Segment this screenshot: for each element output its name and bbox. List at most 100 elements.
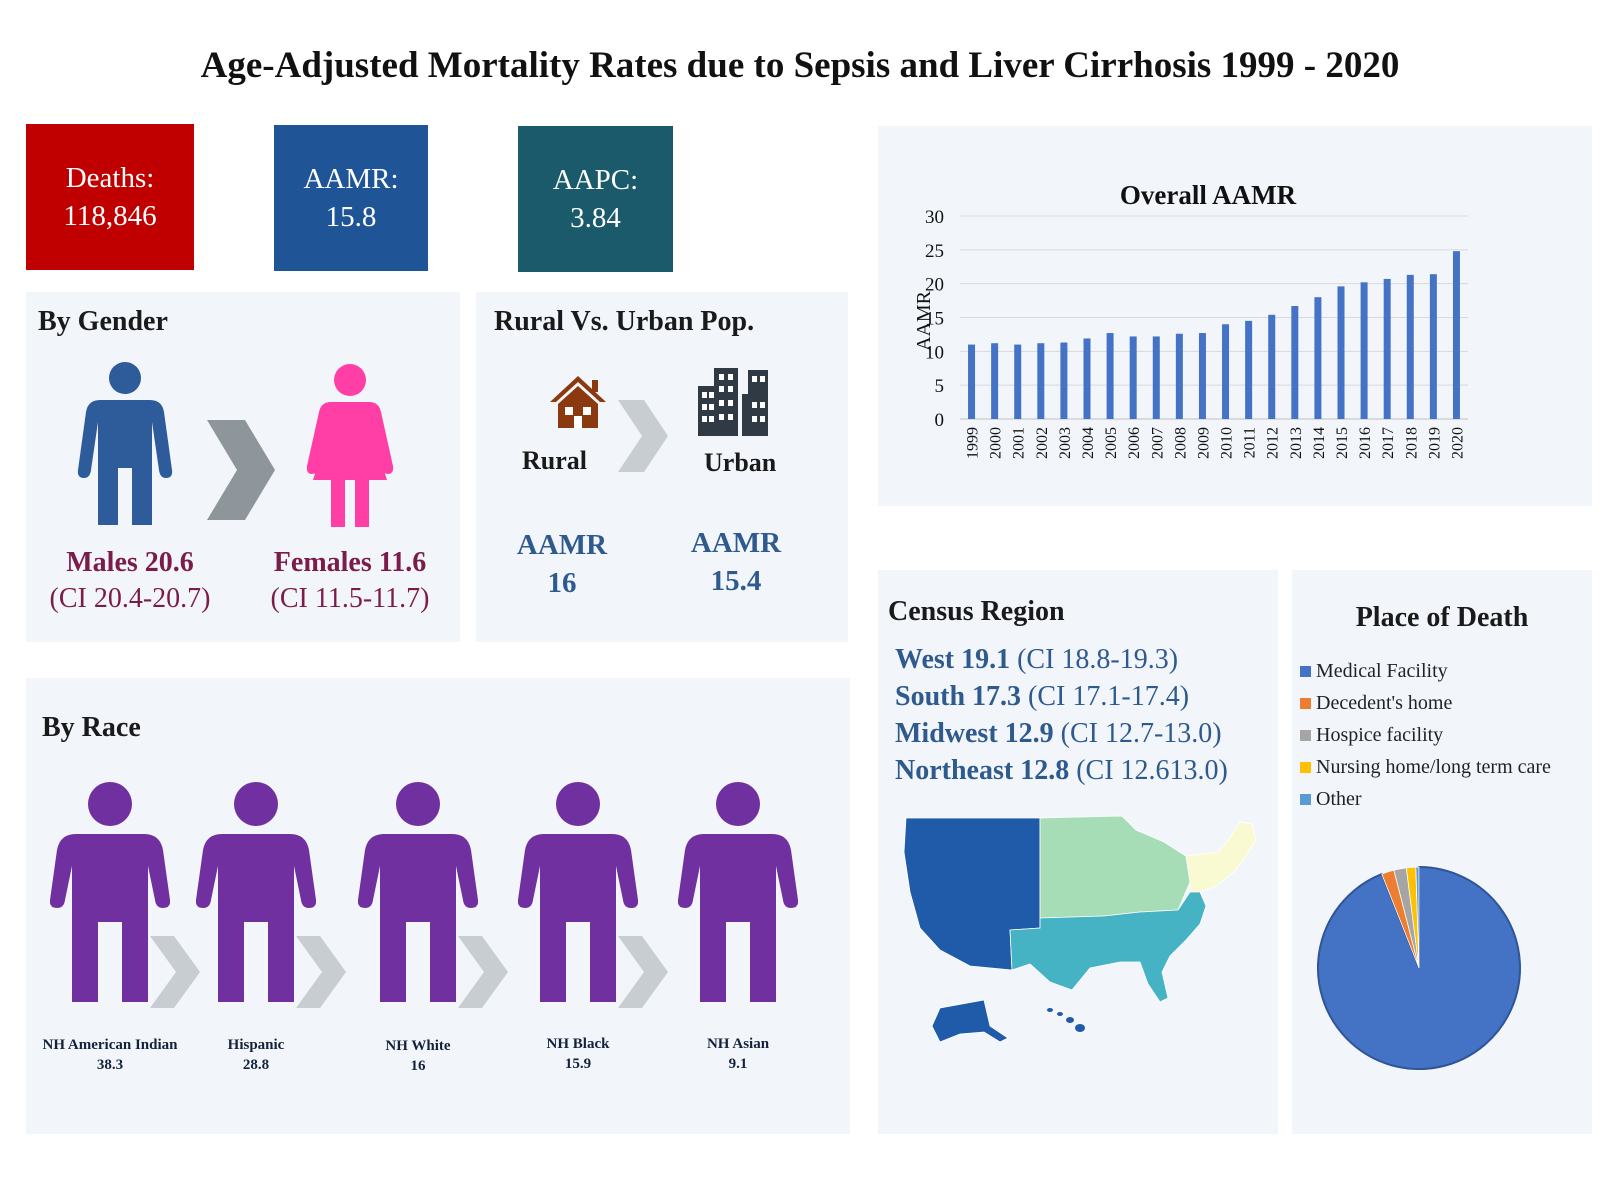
- bar: [1060, 342, 1068, 419]
- rural-label: Rural: [522, 446, 587, 475]
- race-name: NH Asian: [706, 1036, 770, 1052]
- bar: [1452, 251, 1460, 419]
- deaths-label: Deaths:: [65, 162, 155, 194]
- census-title: Census Region: [888, 596, 1065, 627]
- bar: [1383, 278, 1391, 419]
- x-tick-label: 2010: [1219, 427, 1236, 459]
- chevron-right-icon: [150, 936, 200, 1008]
- x-tick-label: 2019: [1426, 427, 1443, 459]
- x-tick-label: 2018: [1403, 427, 1420, 459]
- bar: [1014, 344, 1022, 419]
- region-name: South 17.3: [895, 681, 1022, 712]
- legend-item: Other: [1300, 788, 1362, 811]
- person-icon: [518, 782, 638, 1002]
- bar: [1406, 274, 1414, 419]
- x-tick-label: 2004: [1080, 427, 1097, 459]
- buildings-icon: [698, 368, 768, 436]
- bar: [1337, 286, 1345, 419]
- x-tick-label: 2006: [1126, 427, 1143, 459]
- legend-item: Medical Facility: [1300, 660, 1448, 683]
- race-label: Hispanic 28.8: [181, 1035, 331, 1075]
- region-ci: (CI 12.613.0): [1076, 755, 1228, 786]
- x-tick-label: 2000: [988, 427, 1005, 459]
- rural-aamr-value: 16: [547, 567, 577, 599]
- x-tick-label: 2020: [1449, 427, 1466, 459]
- aamr-bar-chart: Overall AAMR AAMR 0 5 10 15 20 25 30 1999 2000 2…: [913, 180, 1468, 459]
- race-value: 15.9: [564, 1056, 592, 1072]
- legend-swatch: [1300, 794, 1311, 805]
- place-of-death-pie-chart: [1317, 865, 1521, 1070]
- x-tick-label: 2003: [1057, 427, 1074, 459]
- place-of-death-title: Place of Death: [1355, 602, 1529, 633]
- legend-swatch: [1300, 762, 1311, 773]
- bar: [1152, 336, 1160, 419]
- race-value: 28.8: [242, 1057, 270, 1073]
- male-icon: [77, 362, 173, 525]
- bar: [968, 344, 976, 419]
- x-tick-label: 2008: [1172, 427, 1189, 459]
- aapc-label: AAPC:: [552, 164, 639, 196]
- region-row-west: West 19.1 (CI 18.8-19.3): [895, 644, 1178, 676]
- aamr-stat-box: AAMR: 15.8: [274, 125, 428, 271]
- x-tick-label: 2001: [1011, 427, 1028, 459]
- bar: [1175, 333, 1183, 419]
- urban-aamr-value: 15.4: [710, 565, 762, 597]
- race-name: NH American Indian: [42, 1037, 178, 1053]
- bar: [1129, 336, 1137, 419]
- region-row-midwest: Midwest 12.9 (CI 12.7-13.0): [895, 718, 1222, 750]
- aamr-label: AAMR:: [303, 163, 399, 195]
- legend-item: Nursing home/long term care: [1300, 756, 1551, 779]
- chevron-right-icon: [207, 420, 275, 520]
- urban-aamr-label: AAMR: [690, 527, 782, 559]
- bar: [1360, 282, 1368, 419]
- x-tick-label: 2012: [1265, 427, 1282, 459]
- legend-swatch: [1300, 730, 1311, 741]
- legend-swatch: [1300, 698, 1311, 709]
- race-label: NH Asian 9.1: [663, 1034, 813, 1074]
- race-name: NH White: [385, 1038, 451, 1054]
- region-name: Northeast 12.8: [895, 755, 1070, 786]
- us-census-map: [903, 815, 1257, 1043]
- person-icon: [678, 782, 798, 1002]
- y-tick-label: 5: [935, 376, 945, 397]
- legend-item: Hospice facility: [1300, 724, 1443, 747]
- region-row-south: South 17.3 (CI 17.1-17.4): [895, 681, 1189, 713]
- rural-value: AAMR 16: [500, 526, 624, 602]
- y-tick-label: 30: [925, 207, 944, 228]
- bar: [1314, 297, 1322, 419]
- x-tick-label: 2009: [1195, 427, 1212, 459]
- bar: [1037, 343, 1045, 419]
- region-ci: (CI 18.8-19.3): [1017, 644, 1179, 675]
- person-icon: [50, 782, 170, 1002]
- bar: [1245, 320, 1253, 419]
- region-row-northeast: Northeast 12.8 (CI 12.613.0): [895, 755, 1228, 787]
- region-name: West 19.1: [895, 644, 1011, 675]
- female-aamr: Females 11.6: [273, 547, 427, 578]
- rural-urban-panel: [476, 292, 848, 642]
- y-tick-label: 25: [925, 241, 944, 262]
- legend-label: Other: [1316, 788, 1362, 810]
- x-tick-label: 2011: [1242, 427, 1259, 458]
- race-title: By Race: [42, 712, 141, 743]
- person-icon: [358, 782, 478, 1002]
- region-ci: (CI 17.1-17.4): [1028, 681, 1190, 712]
- x-tick-label: 2005: [1103, 427, 1120, 459]
- bar: [991, 343, 999, 419]
- bar: [1429, 274, 1437, 419]
- chevron-right-icon: [618, 400, 668, 472]
- male-ci: (CI 20.4-20.7): [49, 583, 211, 614]
- race-value: 38.3: [96, 1057, 124, 1073]
- y-tick-label: 15: [925, 309, 944, 330]
- y-tick-label: 20: [925, 275, 944, 296]
- map-region-alaska: [931, 999, 1009, 1043]
- person-icon: [196, 782, 316, 1002]
- female-ci: (CI 11.5-11.7): [270, 583, 430, 614]
- x-tick-label: 2014: [1311, 427, 1328, 459]
- bar: [1268, 314, 1276, 419]
- race-label: NH Black 15.9: [503, 1034, 653, 1074]
- urban-label: Urban: [704, 448, 777, 477]
- aamr-chart-panel: [878, 126, 1592, 506]
- deaths-stat-box: Deaths: 118,846: [26, 124, 194, 270]
- chevron-right-icon: [618, 936, 668, 1008]
- legend-label: Medical Facility: [1316, 660, 1448, 682]
